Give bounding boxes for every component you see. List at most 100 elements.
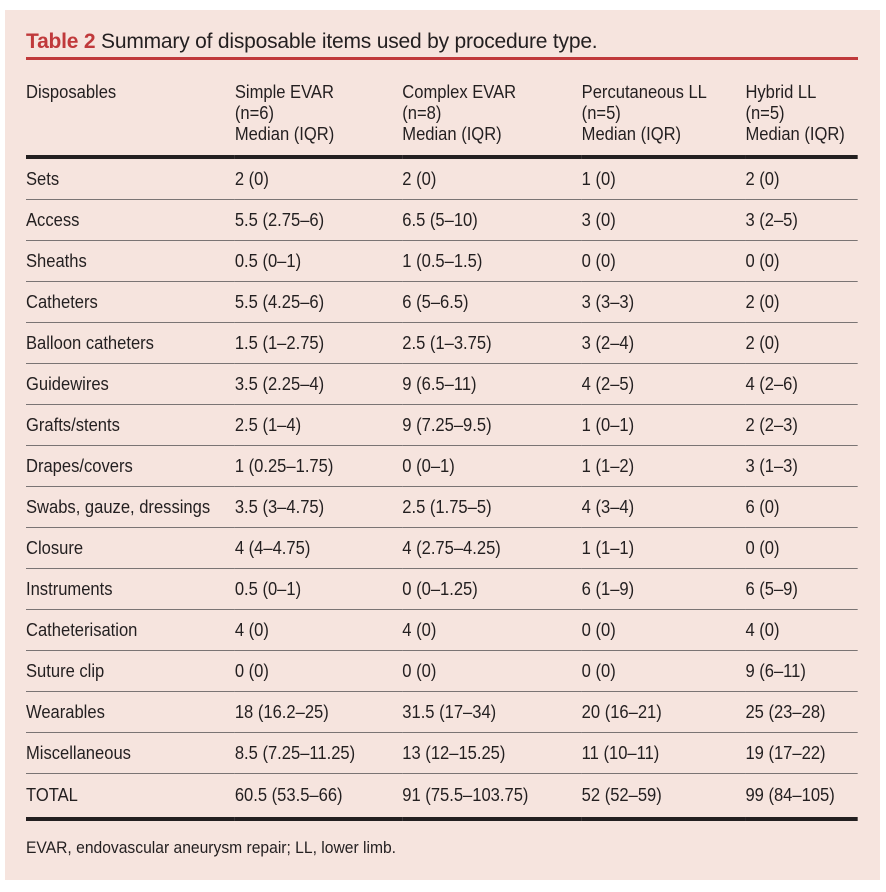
table-cell: 0.5 (0–1): [234, 240, 403, 282]
table-cell: 99 (84–105): [745, 773, 858, 821]
table-cell: 4 (2–5): [581, 363, 746, 405]
table-cell: 6 (5–9): [745, 568, 858, 610]
table-cell: 19 (17–22): [745, 732, 858, 774]
table-cell: 3 (2–5): [745, 199, 858, 241]
total-row: TOTAL 60.5 (53.5–66) 91 (75.5–103.75) 52 (5…: [26, 773, 858, 821]
header-line: [26, 103, 235, 124]
table-row: Swabs, gauze, dressings 3.5 (3–4.75) 2.5 (…: [26, 486, 858, 528]
table-cell: 6 (1–9): [581, 568, 746, 610]
table-cell: 1 (0.25–1.75): [234, 445, 403, 487]
table-row: Guidewires 3.5 (2.25–4) 9 (6.5–11) 4 (2–5) 4…: [26, 363, 858, 405]
table-cell: 8.5 (7.25–11.25): [234, 732, 403, 774]
row-label: Instruments: [26, 568, 235, 610]
header-line: Hybrid LL: [745, 82, 817, 102]
table-row: Grafts/stents 2.5 (1–4) 9 (7.25–9.5) 1 (0–1…: [26, 404, 858, 446]
table-cell: 4 (2.75–4.25): [402, 527, 582, 569]
table-cell: 2.5 (1–3.75): [402, 322, 582, 364]
row-label: Guidewires: [26, 363, 235, 405]
column-header: Percutaneous LL (n=5) Median (IQR): [581, 82, 746, 159]
table-title: Table 2 Summary of disposable items used…: [26, 30, 598, 54]
table-cell: 5.5 (2.75–6): [234, 199, 403, 241]
table-cell: 3 (1–3): [745, 445, 858, 487]
table-cell: 3.5 (2.25–4): [234, 363, 403, 405]
table-cell: 0 (0): [745, 240, 858, 282]
title-rule: [26, 57, 858, 60]
table-cell: 3 (3–3): [581, 281, 746, 323]
table-row: Suture clip 0 (0) 0 (0) 0 (0) 9 (6–11): [26, 650, 858, 692]
table-cell: 2 (0): [745, 157, 858, 200]
table-cell: 0 (0): [581, 609, 746, 651]
column-header: Simple EVAR (n=6) Median (IQR): [234, 82, 403, 159]
table-row: Closure 4 (4–4.75) 4 (2.75–4.25) 1 (1–1) 0 (…: [26, 527, 858, 569]
header-line: Median (IQR): [402, 124, 502, 144]
table-cell: 0 (0): [234, 650, 403, 692]
header-line: Percutaneous LL: [581, 82, 707, 102]
table-cell: 1.5 (1–2.75): [234, 322, 403, 364]
table-cell: 25 (23–28): [745, 691, 858, 733]
row-label: Catheters: [26, 281, 235, 323]
row-label: Grafts/stents: [26, 404, 235, 446]
table-row: Wearables 18 (16.2–25) 31.5 (17–34) 20 (16–…: [26, 691, 858, 733]
row-label: Miscellaneous: [26, 732, 235, 774]
header-line: (n=5): [745, 103, 785, 123]
table-cell: 1 (1–2): [581, 445, 746, 487]
header-line: (n=6): [234, 103, 274, 123]
table-cell: 6 (5–6.5): [402, 281, 582, 323]
table-cell: 0 (0): [745, 527, 858, 569]
table-row: Catheterisation 4 (0) 4 (0) 0 (0) 4 (0): [26, 609, 858, 651]
table-cell: 52 (52–59): [581, 773, 746, 821]
row-label: Wearables: [26, 691, 235, 733]
header-line: Median (IQR): [745, 124, 845, 144]
table-cell: 1 (1–1): [581, 527, 746, 569]
table-cell: 2.5 (1–4): [234, 404, 403, 446]
table-cell: 2 (0): [402, 157, 582, 200]
header-line: Disposables: [26, 82, 117, 102]
table-cell: 4 (4–4.75): [234, 527, 403, 569]
table-cell: 6 (0): [745, 486, 858, 528]
row-label: Swabs, gauze, dressings: [26, 486, 235, 528]
table-cell: 3 (2–4): [581, 322, 746, 364]
table-cell: 1 (0.5–1.5): [402, 240, 582, 282]
table-row: Catheters 5.5 (4.25–6) 6 (5–6.5) 3 (3–3) 2 (…: [26, 281, 858, 323]
table-cell: 91 (75.5–103.75): [402, 773, 582, 821]
table-caption: Summary of disposable items used by proc…: [101, 30, 598, 53]
table-cell: 11 (10–11): [581, 732, 746, 774]
table-row: Miscellaneous 8.5 (7.25–11.25) 13 (12–15.2…: [26, 732, 858, 774]
header-row: Disposables Simple EVAR (n=6) Median (IQR)…: [26, 82, 858, 159]
table-cell: 4 (2–6): [745, 363, 858, 405]
table-row: Access 5.5 (2.75–6) 6.5 (5–10) 3 (0) 3 (2–5): [26, 199, 858, 241]
row-label: Drapes/covers: [26, 445, 235, 487]
column-header: Disposables: [26, 82, 235, 159]
row-label: Sheaths: [26, 240, 235, 282]
column-header: Complex EVAR (n=8) Median (IQR): [402, 82, 582, 159]
table-cell: 2 (0): [745, 281, 858, 323]
table-cell: 3 (0): [581, 199, 746, 241]
header-line: Complex EVAR: [402, 82, 517, 102]
table-cell: 0.5 (0–1): [234, 568, 403, 610]
disposables-table: Disposables Simple EVAR (n=6) Median (IQR)…: [26, 82, 858, 821]
table-cell: 4 (3–4): [581, 486, 746, 528]
table-cell: 31.5 (17–34): [402, 691, 582, 733]
header-line: (n=5): [581, 103, 621, 123]
table-cell: 9 (7.25–9.5): [402, 404, 582, 446]
table-cell: 4 (0): [234, 609, 403, 651]
row-label: Sets: [26, 157, 235, 200]
row-label: Balloon catheters: [26, 322, 235, 364]
table-cell: 0 (0): [581, 240, 746, 282]
table-cell: 4 (0): [402, 609, 582, 651]
row-label: Catheterisation: [26, 609, 235, 651]
row-label: Closure: [26, 527, 235, 569]
table-cell: 1 (0–1): [581, 404, 746, 446]
header-line: Simple EVAR: [234, 82, 334, 102]
table-row: Instruments 0.5 (0–1) 0 (0–1.25) 6 (1–9) 6 (…: [26, 568, 858, 610]
table-cell: 0 (0–1.25): [402, 568, 582, 610]
header-line: [26, 124, 235, 145]
table-cell: 2.5 (1.75–5): [402, 486, 582, 528]
table-cell: 2 (0): [234, 157, 403, 200]
table-cell: 3.5 (3–4.75): [234, 486, 403, 528]
table-cell: 0 (0): [581, 650, 746, 692]
table-cell: 1 (0): [581, 157, 746, 200]
row-label: Access: [26, 199, 235, 241]
table-cell: 18 (16.2–25): [234, 691, 403, 733]
header-line: Median (IQR): [581, 124, 682, 144]
